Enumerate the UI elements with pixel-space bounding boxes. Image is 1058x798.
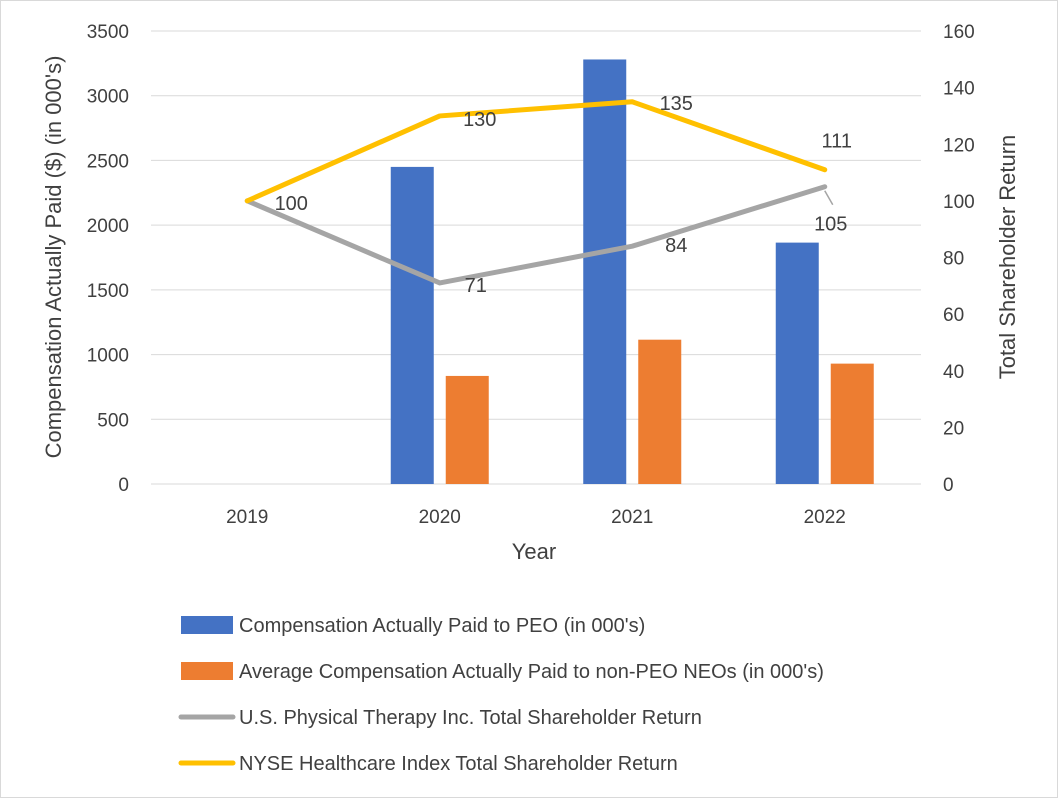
y-tick-label: 2500 xyxy=(87,151,129,172)
data-label: 111 xyxy=(822,131,852,153)
bar-series xyxy=(390,59,874,485)
data-labels: 100 71 84 105 130 135 111 xyxy=(275,93,852,297)
y-tick-label: 0 xyxy=(118,475,129,496)
y2-tick-label: 40 xyxy=(943,362,964,383)
x-tick-label: 2020 xyxy=(419,507,461,528)
legend-label: Compensation Actually Paid to PEO (in 00… xyxy=(239,615,645,637)
y2-tick-label: 140 xyxy=(943,79,975,100)
y-tick-label: 1000 xyxy=(87,346,129,367)
legend-label: Average Compensation Actually Paid to no… xyxy=(239,661,824,683)
legend-label: NYSE Healthcare Index Total Shareholder … xyxy=(239,753,678,775)
legend: Compensation Actually Paid to PEO (in 00… xyxy=(178,615,824,775)
y2-tick-label: 20 xyxy=(943,418,964,439)
y-axis-title: Compensation Actually Paid ($) (in 000's… xyxy=(41,56,66,459)
data-label: 130 xyxy=(463,109,496,131)
line-series xyxy=(244,99,834,286)
data-label: 105 xyxy=(814,214,847,236)
x-tick-label: 2022 xyxy=(804,507,846,528)
data-label: 100 xyxy=(275,193,308,215)
y2-tick-label: 160 xyxy=(943,22,975,43)
y-tick-label: 1500 xyxy=(87,281,129,302)
y2-axis-title: Total Shareholder Return xyxy=(995,135,1020,380)
y2-tick-label: 120 xyxy=(943,135,975,156)
data-label: 71 xyxy=(465,275,487,297)
data-label: 84 xyxy=(665,235,687,257)
y2-tick-label: 80 xyxy=(943,249,964,270)
y2-tick-label: 60 xyxy=(943,305,964,326)
bar-neo-2021 xyxy=(638,339,682,484)
x-axis-title: Year xyxy=(512,539,556,564)
bar-peo-2020 xyxy=(390,166,434,484)
y-axis-left-ticks: 0 500 1000 1500 2000 2500 3000 3500 xyxy=(87,22,129,496)
y-tick-label: 500 xyxy=(97,410,129,431)
bar-peo-2022 xyxy=(775,242,819,484)
legend-swatch xyxy=(181,616,233,634)
x-tick-label: 2019 xyxy=(226,507,268,528)
legend-label: U.S. Physical Therapy Inc. Total Shareho… xyxy=(239,707,702,729)
y-tick-label: 2000 xyxy=(87,216,129,237)
y2-tick-label: 0 xyxy=(943,475,954,496)
bar-neo-2020 xyxy=(445,375,489,484)
x-tick-label: 2021 xyxy=(611,507,653,528)
line-nyse-healthcare-tsr xyxy=(244,99,828,204)
y-tick-label: 3000 xyxy=(87,87,129,108)
gridlines xyxy=(151,30,921,485)
leader-line xyxy=(824,190,834,206)
bar-neo-2022 xyxy=(830,363,874,484)
line-usph-tsr xyxy=(244,184,828,286)
y-axis-right-ticks: 0 20 40 60 80 100 120 140 160 xyxy=(943,22,975,496)
data-label: 135 xyxy=(660,93,693,115)
bar-peo-2021 xyxy=(583,59,627,485)
y2-tick-label: 100 xyxy=(943,192,975,213)
y-tick-label: 3500 xyxy=(87,22,129,43)
legend-swatch xyxy=(181,662,233,680)
x-axis-ticks: 2019 2020 2021 2022 xyxy=(226,507,846,528)
